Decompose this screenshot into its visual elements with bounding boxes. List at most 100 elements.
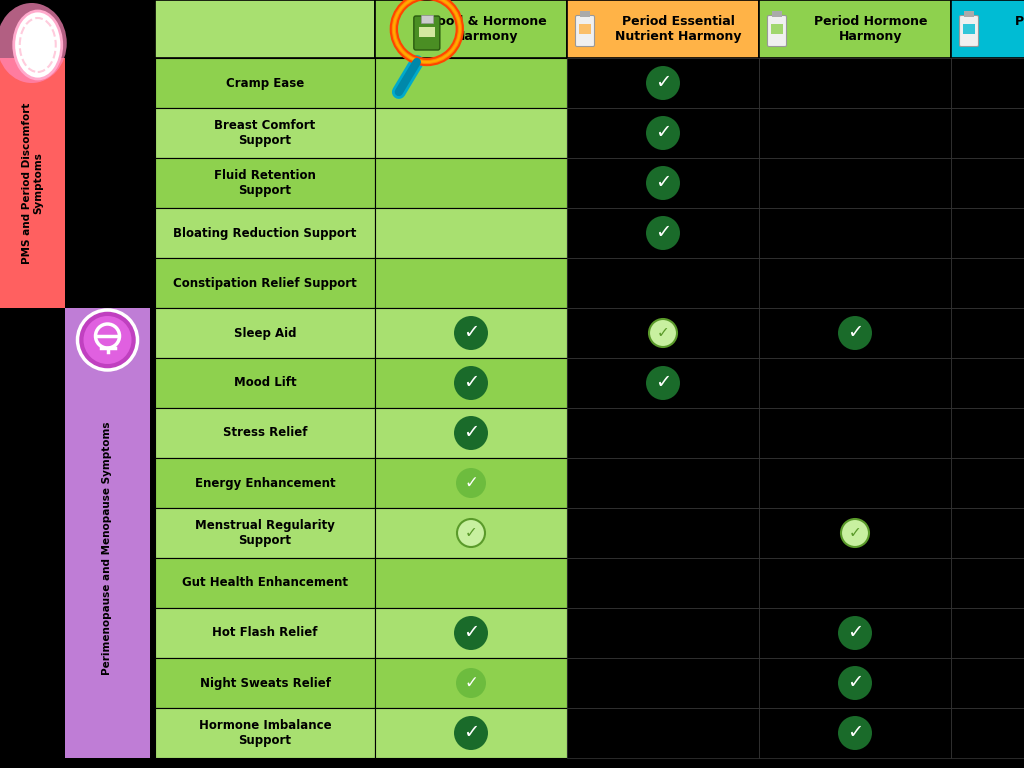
- Circle shape: [838, 616, 872, 650]
- Bar: [567, 708, 759, 758]
- Text: Mood & Hormone
Harmony: Mood & Hormone Harmony: [426, 15, 547, 43]
- Text: Sleep Aid: Sleep Aid: [233, 326, 296, 339]
- Text: Energy Enhancement: Energy Enhancement: [195, 476, 335, 489]
- Bar: [567, 108, 759, 158]
- Bar: [0, 58, 65, 308]
- Bar: [567, 508, 759, 558]
- Text: Menstrual Regularity
Support: Menstrual Regularity Support: [195, 519, 335, 547]
- Bar: [421, 15, 433, 23]
- Text: Fluid Retention
Support: Fluid Retention Support: [214, 169, 316, 197]
- Bar: [771, 24, 783, 34]
- Bar: [155, 0, 375, 58]
- Bar: [951, 158, 1024, 208]
- Bar: [772, 11, 782, 17]
- Text: ✓: ✓: [464, 674, 478, 692]
- Text: Period Digest
Harmony: Period Digest Harmony: [1015, 15, 1024, 43]
- Bar: [375, 308, 567, 358]
- Text: Hormone Imbalance
Support: Hormone Imbalance Support: [199, 719, 332, 747]
- Text: ✓: ✓: [463, 323, 479, 343]
- Bar: [951, 358, 1024, 408]
- Bar: [759, 58, 951, 108]
- Bar: [951, 58, 1024, 108]
- Text: Bloating Reduction Support: Bloating Reduction Support: [173, 227, 356, 240]
- Bar: [579, 24, 591, 34]
- Text: ✓: ✓: [465, 525, 477, 541]
- Bar: [155, 408, 375, 458]
- Text: Cramp Ease: Cramp Ease: [226, 77, 304, 90]
- Bar: [567, 258, 759, 308]
- Bar: [567, 308, 759, 358]
- Bar: [155, 208, 375, 258]
- Bar: [375, 608, 567, 658]
- Text: ✓: ✓: [654, 124, 671, 143]
- Bar: [375, 258, 567, 308]
- Bar: [567, 408, 759, 458]
- Bar: [155, 508, 375, 558]
- Text: Period Hormone
Harmony: Period Hormone Harmony: [814, 15, 927, 43]
- Bar: [155, 158, 375, 208]
- Bar: [951, 0, 1024, 58]
- Circle shape: [646, 116, 680, 150]
- Circle shape: [454, 716, 488, 750]
- Bar: [567, 458, 759, 508]
- Bar: [963, 24, 975, 34]
- Bar: [759, 0, 951, 58]
- Bar: [375, 108, 567, 158]
- Bar: [375, 508, 567, 558]
- Bar: [155, 708, 375, 758]
- Bar: [155, 258, 375, 308]
- Bar: [567, 158, 759, 208]
- Circle shape: [454, 366, 488, 400]
- Circle shape: [838, 316, 872, 350]
- Text: Mood Lift: Mood Lift: [233, 376, 296, 389]
- Text: PMS and Period Discomfort
Symptoms: PMS and Period Discomfort Symptoms: [22, 102, 43, 263]
- Bar: [759, 358, 951, 408]
- Bar: [759, 258, 951, 308]
- Circle shape: [838, 716, 872, 750]
- Text: ✓: ✓: [654, 74, 671, 92]
- Bar: [375, 0, 567, 58]
- Text: Period Essential
Nutrient Harmony: Period Essential Nutrient Harmony: [615, 15, 741, 43]
- Circle shape: [454, 416, 488, 450]
- FancyBboxPatch shape: [575, 15, 595, 47]
- Bar: [580, 11, 590, 17]
- Bar: [759, 158, 951, 208]
- Circle shape: [841, 519, 869, 547]
- Text: ✓: ✓: [463, 723, 479, 743]
- Text: ✓: ✓: [463, 373, 479, 392]
- Circle shape: [457, 519, 485, 547]
- Bar: [951, 508, 1024, 558]
- Bar: [419, 27, 435, 37]
- Bar: [759, 658, 951, 708]
- Text: ✓: ✓: [463, 624, 479, 643]
- Bar: [567, 358, 759, 408]
- Bar: [567, 658, 759, 708]
- Text: ✓: ✓: [656, 326, 670, 340]
- Text: Gut Health Enhancement: Gut Health Enhancement: [182, 577, 348, 590]
- Circle shape: [646, 66, 680, 100]
- Bar: [567, 58, 759, 108]
- Bar: [964, 11, 974, 17]
- Bar: [375, 358, 567, 408]
- Text: ✓: ✓: [847, 323, 863, 343]
- Text: ✓: ✓: [464, 474, 478, 492]
- Text: ✓: ✓: [849, 525, 861, 541]
- Bar: [951, 408, 1024, 458]
- Text: ✓: ✓: [847, 624, 863, 643]
- Bar: [951, 308, 1024, 358]
- Bar: [155, 308, 375, 358]
- Bar: [951, 208, 1024, 258]
- Bar: [375, 208, 567, 258]
- Bar: [155, 358, 375, 408]
- Bar: [375, 58, 567, 108]
- Text: Stress Relief: Stress Relief: [223, 426, 307, 439]
- Bar: [951, 658, 1024, 708]
- Circle shape: [454, 616, 488, 650]
- Bar: [567, 608, 759, 658]
- Text: Breast Comfort
Support: Breast Comfort Support: [214, 119, 315, 147]
- Circle shape: [649, 319, 677, 347]
- Bar: [567, 0, 759, 58]
- Text: ✓: ✓: [654, 223, 671, 243]
- Bar: [759, 108, 951, 158]
- Circle shape: [78, 310, 137, 370]
